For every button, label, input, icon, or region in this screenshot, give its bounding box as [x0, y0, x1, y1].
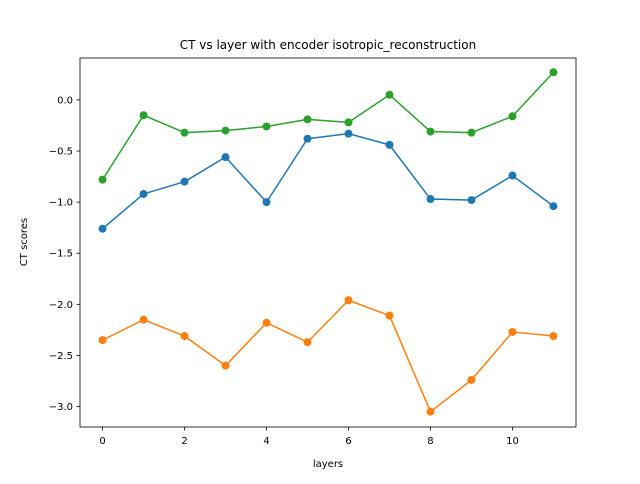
- chart-title: CT vs layer with encoder isotropic_recon…: [180, 38, 476, 52]
- series-3-point: [426, 127, 435, 136]
- series-3-point: [262, 122, 271, 131]
- series-1-point: [344, 129, 353, 138]
- y-tick-label: −3.0: [49, 402, 73, 413]
- series-3-point: [508, 112, 517, 121]
- series-2-point: [180, 332, 189, 341]
- y-tick-label: −1.5: [49, 249, 73, 260]
- series-3-point: [385, 90, 394, 99]
- series-3-point: [139, 111, 148, 120]
- series-3-point: [467, 128, 476, 137]
- series-2-point: [467, 375, 476, 384]
- x-tick-label: 8: [427, 436, 433, 447]
- series-2-point: [426, 407, 435, 416]
- x-axis-label: layers: [313, 459, 343, 470]
- y-tick-label: 0.0: [57, 95, 73, 106]
- series-1-line: [101, 132, 555, 230]
- plot-frame: [79, 57, 577, 428]
- x-tick-label: 4: [263, 436, 269, 447]
- x-tick-label: 10: [506, 436, 519, 447]
- series-2-point: [344, 296, 353, 305]
- series-1-point: [426, 195, 435, 204]
- plot-area: 0 2 4 6 8 10 0.0 −0.5 −1.0 −1.5 −2.0 −2.5 −3.0: [49, 57, 577, 447]
- series-2-point: [98, 336, 107, 345]
- x-tick-label: 0: [99, 436, 105, 447]
- series-2-point: [139, 315, 148, 324]
- series-2-point: [385, 311, 394, 320]
- x-tick-label: 6: [345, 436, 351, 447]
- series-1-point: [303, 134, 312, 143]
- series-1-point: [262, 198, 271, 207]
- y-tick-label: −2.0: [49, 300, 73, 311]
- x-tick-label: 2: [181, 436, 187, 447]
- series-2-line: [101, 299, 555, 413]
- y-tick-label: −1.0: [49, 198, 73, 209]
- series-3: [98, 68, 558, 184]
- series-1-point: [467, 196, 476, 205]
- series-3-point: [549, 68, 558, 77]
- series-1-point: [385, 140, 394, 149]
- series-3-point: [344, 118, 353, 127]
- series-1-point: [180, 177, 189, 186]
- series-1-point: [221, 153, 230, 162]
- series-3-point: [180, 128, 189, 137]
- series-3-point: [303, 115, 312, 124]
- series-1-point: [549, 202, 558, 211]
- series-3-line: [101, 71, 555, 181]
- series-2-point: [508, 327, 517, 336]
- y-tick-label: −2.5: [49, 351, 73, 362]
- series-1-point: [98, 224, 107, 233]
- series-3-point: [221, 126, 230, 135]
- y-axis-label: CT scores: [19, 218, 30, 266]
- series-2-point: [262, 318, 271, 327]
- series-3-point: [98, 175, 107, 184]
- series-2-point: [303, 338, 312, 347]
- series-2-point: [221, 361, 230, 370]
- series-1-point: [508, 171, 517, 180]
- series-2-point: [549, 332, 558, 341]
- series-2: [98, 296, 558, 416]
- series-1: [98, 129, 558, 233]
- series-1-point: [139, 189, 148, 198]
- y-tick-label: −0.5: [49, 147, 73, 158]
